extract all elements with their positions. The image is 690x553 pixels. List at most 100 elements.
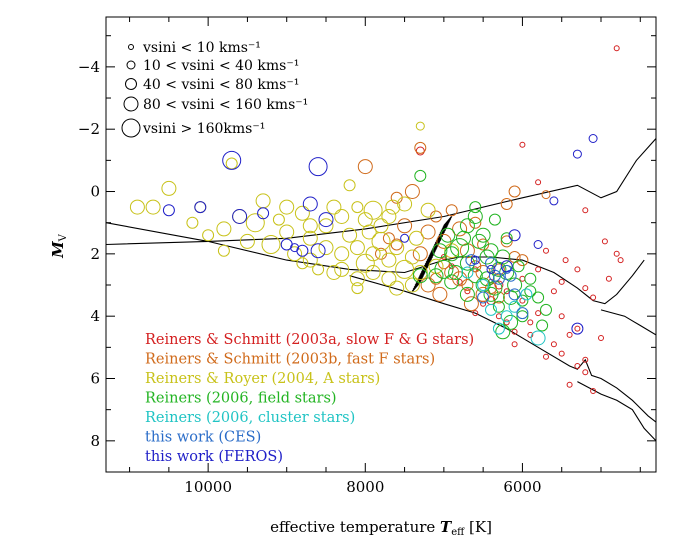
data-point bbox=[334, 246, 350, 262]
data-point bbox=[524, 272, 537, 285]
data-point bbox=[161, 180, 177, 196]
data-point bbox=[414, 169, 427, 182]
data-point bbox=[357, 159, 373, 175]
data-point bbox=[302, 252, 318, 268]
data-point bbox=[527, 331, 534, 338]
isochrone-2 bbox=[349, 275, 656, 423]
data-point bbox=[351, 201, 364, 214]
data-point bbox=[415, 121, 425, 131]
size-legend-circle bbox=[126, 60, 136, 70]
data-point bbox=[437, 257, 450, 270]
data-point bbox=[349, 240, 365, 256]
data-point bbox=[308, 157, 328, 177]
data-point bbox=[540, 303, 552, 316]
x-axis-title-sub: eff bbox=[451, 527, 465, 538]
data-point bbox=[343, 179, 356, 192]
data-point bbox=[530, 330, 546, 346]
data-point bbox=[365, 246, 381, 262]
data-point bbox=[318, 240, 334, 256]
data-point bbox=[469, 201, 482, 214]
data-point bbox=[512, 260, 525, 273]
data-point bbox=[467, 209, 483, 224]
data-point bbox=[162, 204, 175, 217]
data-point bbox=[428, 268, 444, 284]
source-legend-entry: Reiners & Schmitt (2003b, fast F stars) bbox=[145, 352, 435, 368]
data-point bbox=[404, 277, 420, 293]
data-point bbox=[508, 229, 521, 242]
data-point bbox=[232, 209, 248, 224]
data-point bbox=[516, 310, 529, 323]
source-legend-entry: Reiners (2006, field stars) bbox=[145, 391, 337, 407]
data-point bbox=[412, 268, 428, 284]
data-point bbox=[582, 285, 589, 292]
x-tick-label: 6000 bbox=[503, 478, 541, 496]
data-point bbox=[463, 296, 479, 312]
data-point bbox=[590, 388, 597, 394]
data-point bbox=[558, 350, 565, 357]
data-point bbox=[536, 319, 549, 332]
source-legend-entry: this work (CES) bbox=[145, 430, 261, 446]
data-point bbox=[239, 233, 255, 249]
data-point bbox=[444, 246, 460, 262]
data-point bbox=[381, 209, 397, 224]
data-point bbox=[390, 238, 403, 251]
y-tick-label: 0 bbox=[90, 183, 100, 201]
data-point bbox=[294, 205, 310, 221]
y-tick-label: 8 bbox=[90, 432, 100, 450]
data-points bbox=[129, 45, 624, 394]
data-point bbox=[420, 277, 436, 293]
source-legend-entry: Reiners & Royer (2004, A stars) bbox=[145, 371, 380, 387]
x-axis-title-var: T bbox=[440, 518, 453, 536]
size-legend-circle bbox=[123, 96, 139, 112]
size-legend-circle bbox=[128, 44, 134, 50]
y-tick-label: 2 bbox=[90, 245, 100, 263]
data-point bbox=[459, 286, 475, 302]
x-tick-label: 10000 bbox=[184, 478, 232, 496]
data-point bbox=[351, 282, 364, 295]
source-legend-entry: Reiners & Schmitt (2003a, slow F & G sta… bbox=[145, 332, 474, 348]
y-axis-title-sub: V bbox=[58, 233, 69, 242]
data-point bbox=[535, 179, 542, 186]
data-point bbox=[194, 201, 207, 214]
data-point bbox=[222, 150, 242, 170]
data-point bbox=[334, 209, 350, 224]
data-point bbox=[245, 213, 265, 233]
data-point bbox=[461, 266, 474, 279]
data-point bbox=[302, 218, 318, 234]
data-point bbox=[420, 202, 436, 218]
data-point bbox=[363, 200, 383, 220]
data-point bbox=[381, 252, 397, 268]
data-point bbox=[186, 216, 199, 229]
data-point bbox=[605, 275, 612, 282]
size-legend-label: 80 < vsini < 160 kms⁻¹ bbox=[143, 97, 308, 113]
data-point bbox=[598, 335, 604, 341]
data-point bbox=[472, 310, 479, 317]
data-point bbox=[574, 363, 581, 369]
data-point bbox=[404, 249, 420, 265]
size-legend: vsini < 10 kms⁻¹ 10 < vsini < 40 kms⁻¹ 4… bbox=[121, 40, 308, 138]
data-point bbox=[355, 253, 375, 273]
data-point bbox=[543, 353, 549, 360]
data-point bbox=[500, 198, 513, 210]
data-point bbox=[508, 288, 521, 301]
data-point bbox=[500, 232, 513, 245]
data-point bbox=[400, 233, 410, 243]
data-point bbox=[290, 243, 300, 253]
data-point bbox=[371, 231, 391, 251]
data-point bbox=[508, 185, 521, 198]
size-legend-label: vsini < 10 kms⁻¹ bbox=[142, 40, 261, 56]
data-point bbox=[296, 244, 309, 257]
data-point bbox=[456, 278, 463, 285]
data-point bbox=[601, 238, 608, 245]
y-axis-title: MV bbox=[49, 233, 69, 259]
data-point bbox=[516, 307, 529, 320]
data-point bbox=[527, 319, 534, 326]
data-point bbox=[342, 227, 358, 243]
data-point bbox=[456, 230, 471, 246]
data-point bbox=[440, 227, 456, 243]
y-tick-label: 4 bbox=[90, 307, 100, 325]
data-point bbox=[524, 285, 537, 298]
y-tick-label: −2 bbox=[78, 120, 100, 138]
data-point bbox=[582, 207, 589, 214]
